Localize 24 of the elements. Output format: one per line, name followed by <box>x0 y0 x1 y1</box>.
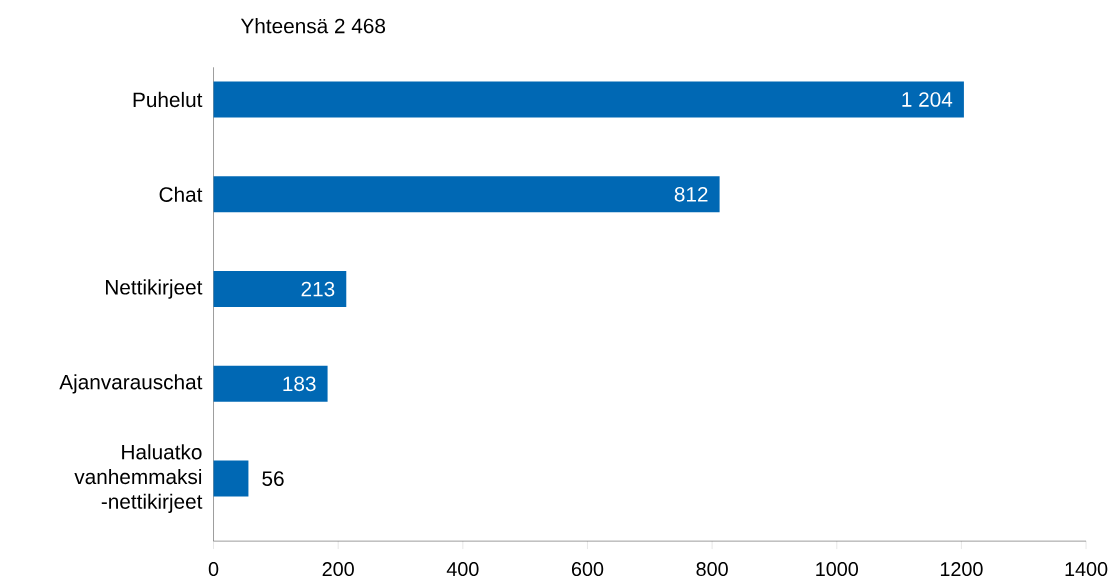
x-tick-label: 600 <box>571 562 604 577</box>
data-label: 812 <box>674 186 708 202</box>
data-label: 56 <box>262 471 284 486</box>
y-tick-label: Ajanvarauschat <box>59 374 203 394</box>
y-tick-label: Haluatko vanhemmaksi -nettikirjeet <box>74 444 203 513</box>
x-tick-label: 400 <box>446 562 479 577</box>
data-label: 1 204 <box>902 92 953 107</box>
y-tick-label: Puhelut <box>133 91 203 108</box>
bar <box>213 176 720 213</box>
bar <box>213 365 328 402</box>
y-tick-label: Chat <box>159 186 203 202</box>
x-tick-label: 800 <box>696 562 728 577</box>
data-label: 213 <box>301 281 335 297</box>
x-tick-label: 0 <box>208 562 219 577</box>
bar <box>213 271 347 308</box>
x-tick-label: 200 <box>322 562 354 577</box>
y-tick-label: Nettikirjeet <box>106 279 203 299</box>
chart-title: Yhteensä 2 468 <box>240 18 386 34</box>
bar <box>213 81 964 118</box>
data-label: 183 <box>283 376 316 392</box>
bar <box>213 460 249 497</box>
x-tick-label: 1400 <box>1065 562 1108 577</box>
x-tick-label: 1200 <box>940 562 983 577</box>
x-tick-label: 1000 <box>816 562 858 577</box>
